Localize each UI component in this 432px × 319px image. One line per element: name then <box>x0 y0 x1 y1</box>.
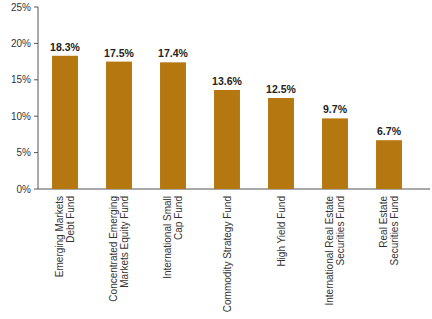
bar <box>52 56 78 189</box>
y-axis <box>38 7 39 189</box>
y-tick-label: 15% <box>11 74 31 85</box>
bar <box>160 62 186 189</box>
y-tick <box>34 43 38 44</box>
data-label: 6.7% <box>377 125 402 137</box>
data-label: 17.5% <box>104 47 134 59</box>
y-tick-label: 5% <box>17 147 32 158</box>
data-label: 17.4% <box>158 47 188 59</box>
chart-container: 0% 5% 10% 15% 20% 25% 18.3% 17.5% 17.4% 13.6% 12.5… <box>0 0 432 319</box>
x-tick-label: Real EstateSecurities Fund <box>378 196 400 266</box>
y-tick <box>34 189 38 190</box>
bar <box>376 140 402 189</box>
data-label: 13.6% <box>212 75 242 87</box>
y-tick <box>34 79 38 80</box>
x-tick-label: Commodity Strategy Fund <box>222 196 233 312</box>
x-tick-label: Emerging MarketsDebt Fund <box>54 196 76 277</box>
data-label: 9.7% <box>323 103 348 115</box>
y-tick <box>34 152 38 153</box>
x-tick-label: International Real EstateSecurities Fund <box>324 196 346 306</box>
y-tick <box>34 116 38 117</box>
bar <box>322 118 348 189</box>
bar <box>214 90 240 189</box>
bar <box>268 98 294 189</box>
x-tick-label: International SmallCap Fund <box>162 196 184 279</box>
x-tick-label: High Yield Fund <box>276 196 287 267</box>
x-tick-label: Concentrated EmergingMarkets Equity Fund <box>108 196 130 302</box>
y-tick-label: 20% <box>11 38 31 49</box>
bars <box>52 56 402 189</box>
chart: 0% 5% 10% 15% 20% 25% 18.3% 17.5% 17.4% 13.6% 12.5… <box>0 0 432 319</box>
y-tick <box>34 7 38 8</box>
y-tick-label: 10% <box>11 111 31 122</box>
data-label: 12.5% <box>266 83 296 95</box>
y-tick-label: 25% <box>11 2 31 13</box>
data-label: 18.3% <box>50 41 80 53</box>
y-tick-label: 0% <box>17 184 32 195</box>
bar <box>106 62 132 189</box>
